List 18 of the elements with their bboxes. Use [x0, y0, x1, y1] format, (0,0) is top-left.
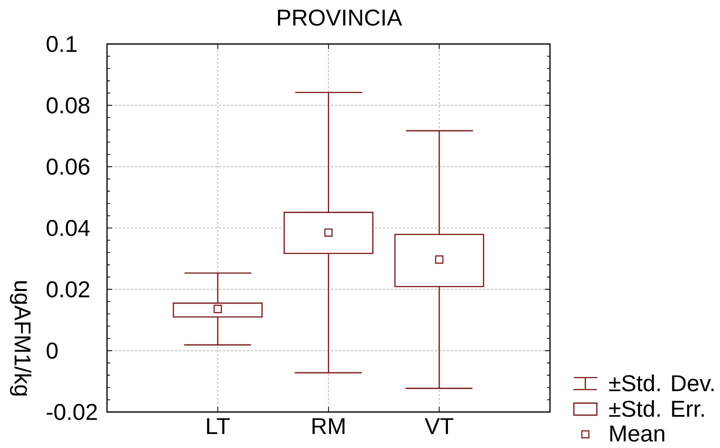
x-tick-label: VT	[424, 418, 454, 434]
x-tick-label: RM	[312, 418, 344, 434]
y-tick-label: 0.08	[46, 97, 90, 114]
y-tick-label: 0.06	[46, 158, 90, 175]
legend-label: Mean	[610, 426, 664, 442]
chart-title: PROVINCIA	[278, 10, 402, 26]
point	[324, 228, 333, 237]
y-tick-label: 0.1	[46, 36, 77, 52]
legend-label: ±Std. Dev.	[609, 374, 714, 392]
legend-label: ±Std. Err.	[609, 400, 704, 417]
y-tick-label: 0	[46, 342, 58, 359]
y-tick-label: -0.02	[46, 404, 97, 420]
point	[435, 255, 444, 264]
y-tick-label: 0.04	[46, 220, 90, 236]
point	[214, 304, 222, 314]
y-axis-title: ugAFM1/kg	[10, 281, 32, 396]
x-tick-label: LT	[207, 418, 230, 434]
y-tick-label: 0.02	[46, 281, 90, 298]
